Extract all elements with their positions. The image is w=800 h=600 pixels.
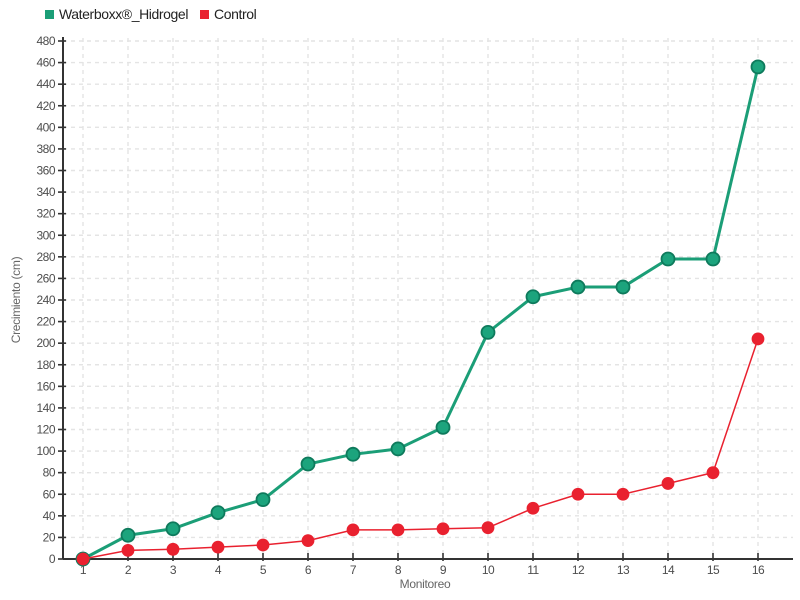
data-point-series-1	[571, 487, 585, 501]
x-tick-label: 7	[350, 563, 357, 577]
y-tick-label: 420	[36, 99, 55, 113]
y-tick-label: 360	[36, 164, 55, 178]
y-tick-label: 220	[36, 315, 55, 329]
y-tick-label: 320	[36, 207, 55, 221]
data-point-series-0	[300, 456, 316, 472]
control-legend-swatch-icon	[200, 9, 210, 19]
legend-item-control: Control	[200, 6, 257, 22]
y-tick-label: 180	[36, 358, 55, 372]
data-point-series-1	[481, 521, 495, 535]
x-tick-label: 14	[662, 563, 675, 577]
data-point-series-0	[750, 59, 766, 75]
data-point-series-0	[480, 324, 496, 340]
y-axis-title: Crecimiento (cm)	[9, 256, 23, 343]
data-point-series-1	[166, 542, 180, 556]
data-point-series-1	[346, 523, 360, 537]
data-point-series-0	[345, 446, 361, 462]
y-tick-label: 120	[36, 423, 55, 437]
data-point-series-0	[615, 279, 631, 295]
y-tick-label: 400	[36, 120, 55, 134]
data-point-series-0	[120, 527, 136, 543]
y-tick-label: 340	[36, 185, 55, 199]
data-point-series-1	[616, 487, 630, 501]
y-tick-label: 20	[43, 530, 56, 544]
y-tick-label: 460	[36, 56, 55, 70]
data-point-series-1	[661, 477, 675, 490]
x-tick-label: 12	[572, 563, 585, 577]
data-point-series-0	[165, 521, 181, 537]
y-tick-label: 480	[36, 34, 55, 48]
data-point-series-0	[435, 419, 451, 435]
x-tick-label: 11	[527, 563, 539, 577]
x-axis-title: Monitoreo	[400, 577, 451, 591]
y-tick-label: 300	[36, 228, 55, 242]
x-tick-label: 5	[260, 563, 267, 577]
data-point-series-0	[705, 251, 721, 267]
y-tick-label: 440	[36, 77, 55, 91]
x-tick-label: 10	[482, 563, 495, 577]
data-point-series-0	[255, 492, 271, 508]
data-point-series-0	[390, 441, 406, 457]
data-point-series-1	[76, 552, 90, 566]
y-tick-label: 100	[36, 444, 55, 458]
x-tick-label: 9	[440, 563, 447, 577]
data-point-series-1	[751, 332, 765, 346]
data-point-series-1	[256, 538, 270, 552]
y-tick-label: 200	[36, 336, 55, 350]
x-tick-label: 6	[305, 563, 312, 577]
data-point-series-1	[121, 543, 135, 557]
x-tick-label: 2	[125, 563, 132, 577]
y-tick-label: 40	[43, 509, 56, 523]
chart-legend: Waterboxx®_Hidrogel Control	[45, 6, 257, 22]
data-point-series-0	[660, 251, 676, 267]
data-point-series-1	[526, 501, 540, 515]
y-tick-label: 260	[36, 271, 55, 285]
y-tick-label: 380	[36, 142, 55, 156]
y-tick-label: 240	[36, 293, 55, 307]
data-point-series-0	[570, 279, 586, 295]
x-tick-label: 1	[80, 563, 87, 577]
data-point-series-1	[706, 466, 720, 480]
data-point-series-0	[525, 289, 541, 305]
waterboxx-legend-label: Waterboxx®_Hidrogel	[59, 6, 189, 22]
y-tick-label: 60	[43, 487, 56, 501]
y-tick-label: 80	[43, 466, 56, 480]
data-point-series-0	[210, 505, 226, 520]
y-tick-label: 140	[36, 401, 55, 415]
y-tick-label: 280	[36, 250, 55, 264]
data-point-series-1	[211, 540, 225, 554]
x-tick-label: 3	[170, 563, 177, 577]
x-tick-label: 4	[215, 563, 222, 577]
x-tick-label: 8	[395, 563, 402, 577]
data-point-series-1	[301, 534, 315, 548]
x-tick-label: 15	[707, 563, 720, 577]
control-legend-label: Control	[214, 6, 257, 22]
x-tick-label: 16	[752, 563, 765, 577]
x-tick-label: 13	[617, 563, 630, 577]
series-line-0	[81, 65, 760, 561]
y-tick-label: 160	[36, 379, 55, 393]
data-point-series-1	[391, 523, 405, 537]
y-tick-label: 0	[49, 552, 56, 566]
data-point-series-1	[436, 522, 450, 536]
legend-item-waterboxx: Waterboxx®_Hidrogel	[45, 6, 188, 22]
waterboxx-legend-swatch-icon	[45, 9, 54, 19]
series-line-1	[82, 338, 759, 560]
